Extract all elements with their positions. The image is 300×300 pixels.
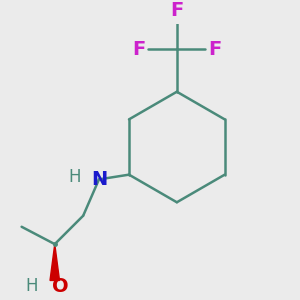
Text: O: O [52,277,68,296]
Text: N: N [91,170,107,189]
Text: F: F [133,40,146,58]
Text: F: F [208,40,221,58]
Text: F: F [170,1,184,20]
Polygon shape [50,244,59,280]
Text: H: H [25,277,38,295]
Text: H: H [68,168,81,186]
